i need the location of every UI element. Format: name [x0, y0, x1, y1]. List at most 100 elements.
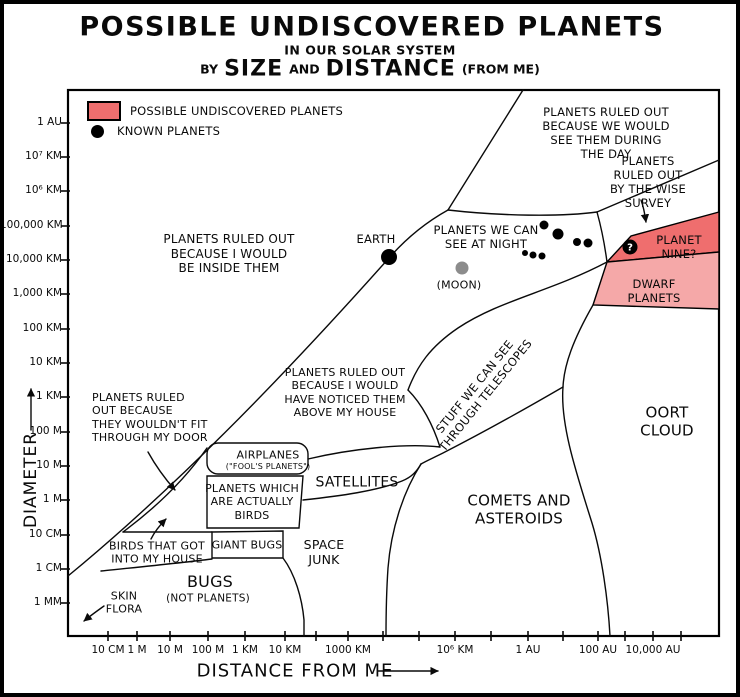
label-space-junk: SPACE JUNK	[303, 536, 345, 567]
y-tick-label: 10,000 KM	[5, 253, 62, 265]
label-airplanes: AIRPLANES	[236, 448, 300, 462]
label-ruled-out-day: PLANETS RULED OUT BECAUSE WE WOULD SEE T…	[542, 104, 670, 162]
main-diagonal-boundary	[67, 209, 449, 577]
known-planet-dot	[522, 250, 528, 256]
dwarf-planets-region	[592, 251, 720, 310]
region-boundaries	[67, 89, 720, 637]
legend-undiscovered-label: POSSIBLE UNDISCOVERED PLANETS	[130, 104, 344, 118]
label-birds-in-house: BIRDS THAT GOT INTO MY HOUSE	[109, 539, 205, 566]
earth-dot	[381, 249, 397, 265]
label-comets-asteroids: COMETS AND ASTEROIDS	[467, 491, 571, 528]
label-actually-birds: PLANETS WHICH ARE ACTUALLY BIRDS	[205, 481, 299, 522]
y-tick-label: 1 CM	[35, 562, 62, 574]
y-tick-label: 100,000 KM	[0, 219, 63, 231]
legend-known: KNOWN PLANETS	[87, 124, 220, 138]
door-sliver-boundary	[122, 447, 208, 533]
y-tick-label: 1 MM	[33, 596, 62, 608]
x-tick-label: 100 M	[191, 644, 225, 656]
x-tick-label: 10,000 AU	[625, 644, 681, 656]
label-ruled-out-wise: PLANETS RULED OUT BY THE WISE SURVEY	[609, 153, 687, 211]
y-tick-label: 100 KM	[22, 322, 62, 334]
oort-cloud-left-boundary	[561, 304, 611, 637]
x-tick-label: 1 AU	[515, 644, 541, 656]
inside-vs-day-boundary	[447, 89, 524, 211]
label-planet-nine: PLANET NINE?	[656, 232, 702, 261]
known-planet-dot	[583, 238, 593, 248]
y-tick-label: 10⁷ KM	[25, 150, 62, 162]
planet-nine-marker	[622, 239, 638, 255]
label-airplanes-sub: ("FOOL'S PLANETS")	[225, 462, 311, 472]
label-see-at-night: PLANETS WE CAN SEE AT NIGHT	[433, 222, 539, 251]
moon-dot	[455, 261, 469, 275]
label-earth: EARTH	[356, 231, 396, 246]
page-subtitle: IN OUR SOLAR SYSTEM	[284, 42, 456, 58]
label-inside-them: PLANETS RULED OUT BECAUSE I WOULD BE INS…	[163, 232, 295, 276]
planet-nine-question-icon: ?	[627, 242, 633, 253]
page-subtitle-2: BY SIZE AND DISTANCE (FROM ME)	[200, 57, 540, 82]
airplanes-box	[206, 442, 309, 475]
day-vs-wise-boundary	[596, 159, 720, 213]
label-through-my-door: PLANETS RULED OUT BECAUSE THEY WOULDN'T …	[92, 391, 208, 445]
label-bugs-sub: (NOT PLANETS)	[166, 592, 250, 605]
subtitle-distance: DISTANCE	[325, 56, 456, 82]
x-tick-label: 1000 KM	[324, 644, 372, 656]
actually-birds-box	[206, 475, 304, 529]
satellites-top-boundary	[307, 445, 441, 460]
label-above-my-house: PLANETS RULED OUT BECAUSE I WOULD HAVE N…	[284, 366, 406, 420]
label-satellites: SATELLITES	[315, 474, 399, 491]
night-region-right-boundary	[596, 211, 608, 263]
telescope-band-upper-boundary	[407, 261, 608, 391]
wise-arrow	[640, 199, 650, 223]
x-tick-label: 10 CM	[91, 644, 125, 656]
annotation-arrows	[26, 199, 650, 676]
known-planet-dot	[529, 251, 537, 259]
label-dwarf-planets: DWARF PLANETS	[627, 276, 681, 305]
legend-known-label: KNOWN PLANETS	[117, 124, 221, 138]
page-title: POSSIBLE UNDISCOVERED PLANETS	[79, 11, 665, 43]
known-planet-dot-icon	[91, 124, 104, 138]
birds-house-bottom-boundary	[100, 558, 213, 572]
y-tick-label: 10 CM	[28, 528, 62, 540]
x-tick-label: 10 M	[157, 644, 183, 656]
night-region-top-boundary	[447, 209, 598, 216]
label-oort-cloud: OORT CLOUD	[640, 403, 694, 440]
y-tick-label: 10 KM	[29, 356, 62, 368]
y-tick-label: 100 M	[29, 425, 62, 437]
above-house-right-boundary	[407, 389, 441, 448]
label-moon: (MOON)	[436, 278, 482, 292]
telescope-band-lower-boundary	[420, 386, 564, 465]
x-tick-label: 10 KM	[268, 644, 302, 656]
x-tick-label: 1 KM	[232, 644, 258, 656]
door-arrow	[147, 451, 176, 491]
known-planet-dot	[539, 220, 549, 230]
y-tick-label: 10⁶ KM	[25, 184, 62, 196]
undiscovered-swatch-icon	[87, 101, 121, 121]
y-tick-label: 1 KM	[36, 390, 62, 402]
birds-house-arrow	[150, 518, 167, 540]
subtitle-fromme: (FROM ME)	[461, 61, 540, 77]
subtitle-size: SIZE	[224, 56, 284, 82]
skin-flora-arrow	[83, 605, 105, 622]
x-tick-label: 10⁶ KM	[436, 644, 474, 656]
known-planet-dot	[552, 228, 564, 240]
subtitle-by: BY	[200, 61, 219, 77]
known-planet-dot	[573, 238, 581, 246]
y-axis-title: DIAMETER	[21, 431, 41, 529]
known-planet-dot	[538, 252, 546, 260]
bugs-right-boundary	[282, 557, 305, 637]
label-skin-flora: SKIN FLORA	[105, 589, 143, 616]
label-giant-bugs: GIANT BUGS	[211, 538, 283, 552]
y-tick-label: 1 M	[42, 493, 62, 505]
y-tick-label: 10 M	[36, 459, 62, 471]
legend-undiscovered: POSSIBLE UNDISCOVERED PLANETS	[87, 101, 343, 121]
x-tick-label: 1 M	[127, 644, 147, 656]
subtitle-and: AND	[289, 61, 320, 77]
space-junk-right-boundary	[385, 463, 422, 637]
y-tick-label: 1 AU	[37, 116, 62, 128]
y-tick-label: 1,000 KM	[12, 287, 62, 299]
x-tick-label: 100 AU	[578, 644, 618, 656]
label-bugs: BUGS	[186, 572, 234, 592]
x-axis-title: DISTANCE FROM ME	[196, 660, 394, 682]
